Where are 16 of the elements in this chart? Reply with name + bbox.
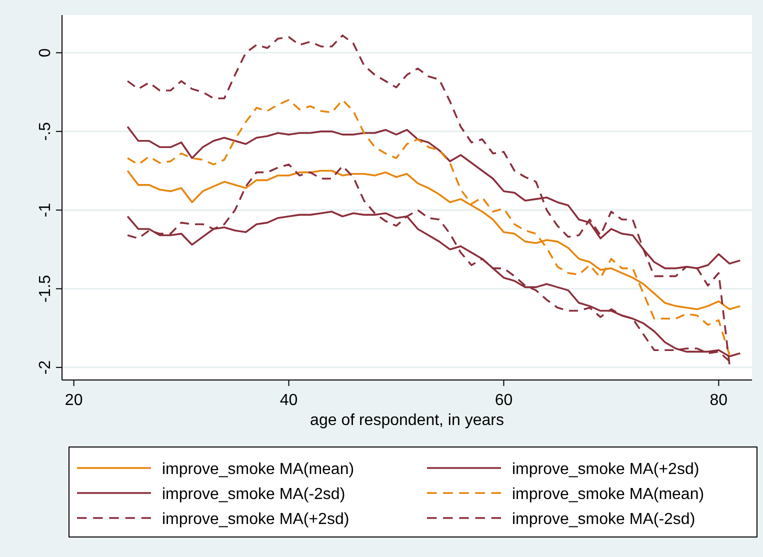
x-tick-label: 80 xyxy=(710,392,728,409)
legend-label: improve_smoke MA(-2sd) xyxy=(162,486,346,503)
x-tick-label: 40 xyxy=(280,392,298,409)
x-tick-label: 60 xyxy=(494,392,513,409)
y-tick-label: -1 xyxy=(37,202,54,218)
y-tick-label: -.5 xyxy=(37,122,54,141)
legend-label: improve_smoke MA(-2sd) xyxy=(512,511,696,528)
y-tick-label: 0 xyxy=(37,48,54,58)
x-tick-label: 20 xyxy=(64,392,83,409)
legend-label: improve_smoke MA(mean) xyxy=(512,486,704,503)
legend-label: improve_smoke MA(+2sd) xyxy=(162,511,350,528)
legend-label: improve_smoke MA(+2sd) xyxy=(512,461,700,478)
y-tick-label: -1.5 xyxy=(37,274,54,303)
x-axis-title: age of respondent, in years xyxy=(310,412,504,429)
y-tick-label: -2 xyxy=(37,360,54,375)
legend-label: improve_smoke MA(mean) xyxy=(162,461,354,478)
